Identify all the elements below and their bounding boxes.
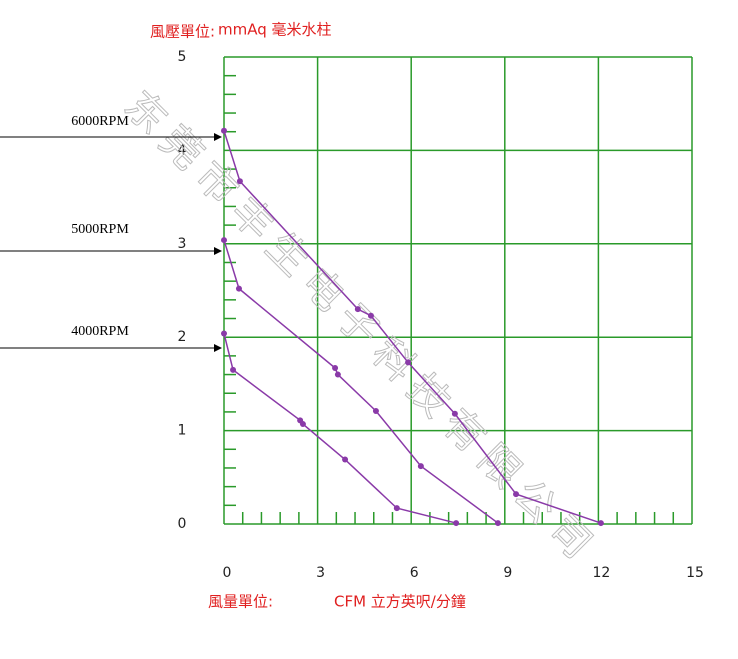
x-unit: CFM 立方英呎/分鐘 <box>334 593 466 611</box>
y-tick-label: 2 <box>178 329 187 345</box>
data-point <box>417 463 424 470</box>
data-point <box>393 505 400 512</box>
data-point <box>334 371 341 378</box>
data-point <box>494 520 501 527</box>
y-tick-label: 0 <box>178 516 187 532</box>
series-label: 5000RPM <box>71 222 129 237</box>
x-tick-label: 0 <box>223 565 232 581</box>
series-line <box>223 130 602 524</box>
series-label: 4000RPM <box>71 324 129 339</box>
data-point <box>221 127 227 134</box>
y-unit: mmAq 毫米水柱 <box>218 21 332 39</box>
data-point <box>354 306 361 313</box>
data-point <box>513 491 520 498</box>
data-point <box>342 456 349 463</box>
y-tick-label: 5 <box>178 49 187 65</box>
data-point <box>367 312 374 319</box>
data-point <box>221 237 227 244</box>
y-unit-label: 風壓單位: <box>150 23 215 41</box>
data-point <box>235 285 242 292</box>
x-tick-label: 6 <box>410 565 419 581</box>
y-tick-label: 3 <box>178 236 187 252</box>
data-point <box>451 410 458 417</box>
data-point <box>332 365 339 372</box>
data-point <box>236 178 243 185</box>
data-point <box>372 407 379 414</box>
data-point <box>221 330 227 337</box>
series-label: 6000RPM <box>71 114 129 129</box>
y-tick-label: 1 <box>178 423 187 439</box>
data-point <box>299 421 306 428</box>
x-tick-label: 15 <box>686 565 704 581</box>
x-tick-label: 9 <box>503 565 512 581</box>
data-point <box>230 366 237 373</box>
data-point <box>453 520 460 527</box>
x-tick-label: 12 <box>592 565 610 581</box>
x-tick-label: 3 <box>316 565 325 581</box>
series-line <box>223 239 499 524</box>
data-point <box>597 520 604 527</box>
data-point <box>405 359 412 366</box>
x-unit-label: 風量單位: <box>208 593 273 611</box>
y-tick-label: 4 <box>178 142 187 158</box>
